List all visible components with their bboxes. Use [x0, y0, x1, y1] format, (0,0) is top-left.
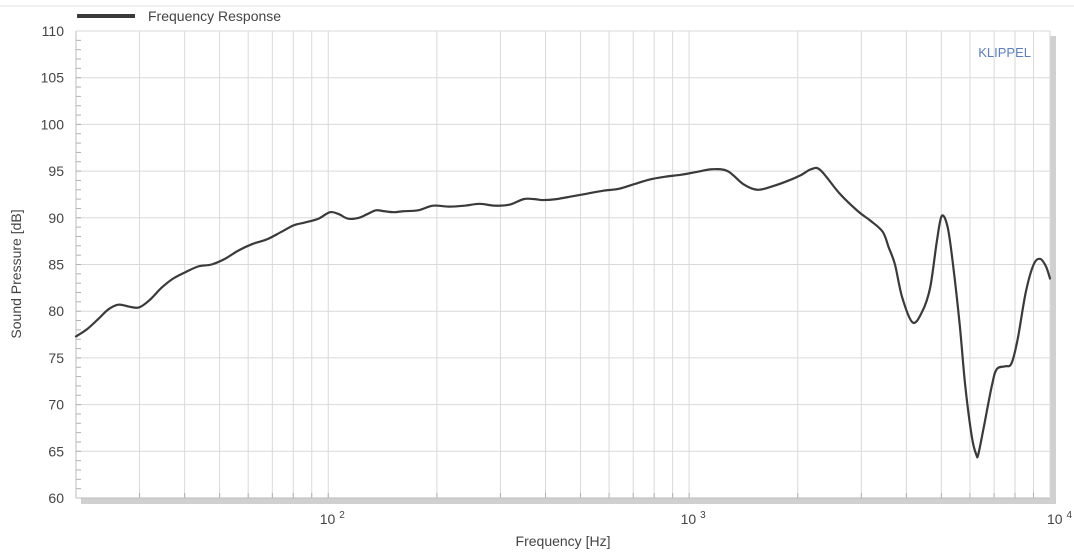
y-tick-label: 65 [48, 443, 64, 459]
plot-shadow-bottom [81, 498, 1056, 504]
legend[interactable]: Frequency Response [77, 8, 281, 24]
series-layer [74, 166, 1052, 459]
y-tick-label: 95 [48, 163, 64, 179]
y-axis-title: Sound Pressure [dB] [8, 209, 24, 338]
plot-frame [75, 30, 1051, 499]
minor-ticks [75, 30, 1051, 499]
x-tick-label: 10 2 [320, 510, 345, 527]
y-tick-label: 60 [48, 490, 64, 506]
y-tick-label: 75 [48, 350, 64, 366]
plot-shadow [81, 36, 1056, 504]
y-tick-label: 80 [48, 303, 64, 319]
y-tick-labels: 60 65 70 75 80 85 90 95 100 105 110 [41, 23, 65, 506]
y-tick-label: 70 [48, 397, 64, 413]
x-tick-label: 10 3 [681, 510, 706, 527]
legend-label: Frequency Response [148, 8, 281, 24]
x-tick-labels: 10 2 10 3 10 4 [320, 510, 1073, 527]
plot-shadow-right [1050, 36, 1056, 504]
y-tick-label: 110 [42, 23, 65, 39]
y-tick-label: 105 [41, 70, 65, 86]
y-tick-label: 85 [48, 257, 64, 273]
y-tick-label: 90 [48, 210, 64, 226]
x-tick-label: 10 4 [1047, 510, 1072, 527]
klippel-watermark: KLIPPEL [978, 45, 1031, 60]
series-line-frequency-response [74, 166, 1052, 459]
x-axis-title: Frequency [Hz] [516, 533, 611, 549]
y-tick-label: 100 [41, 116, 65, 132]
